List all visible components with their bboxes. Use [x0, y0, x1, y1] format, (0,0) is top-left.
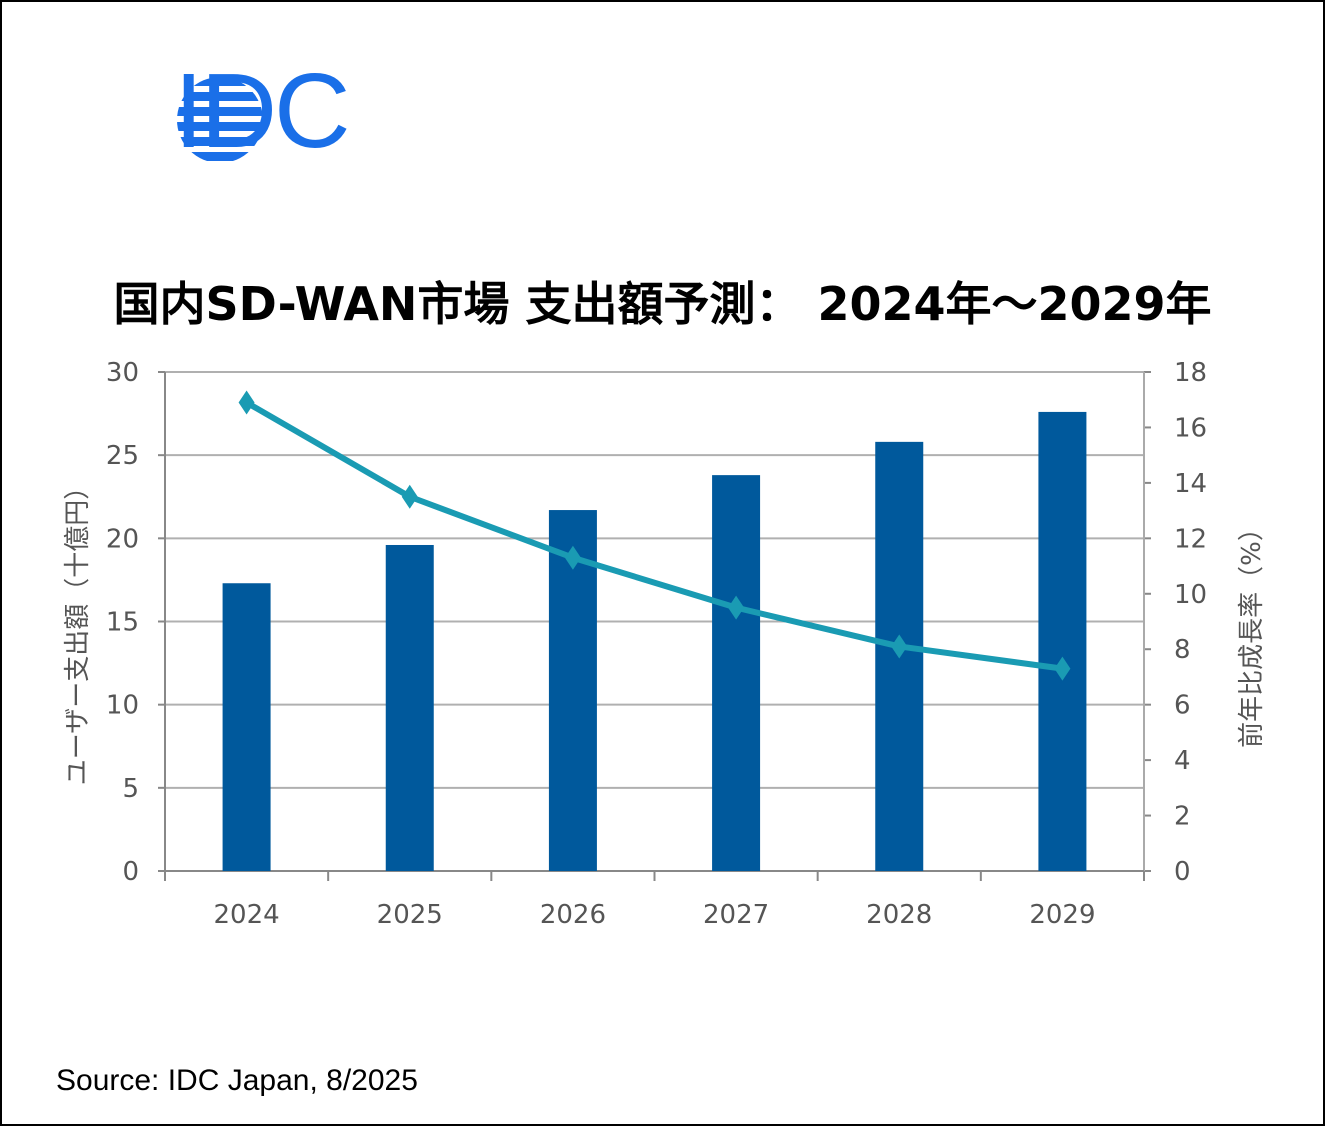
y2-tick-label: 18 [1174, 358, 1207, 388]
y2-tick-label: 4 [1174, 746, 1191, 776]
bar-2029 [1038, 411, 1087, 871]
y-tick-label: 30 [106, 358, 139, 388]
logo-text: IDC [174, 52, 351, 170]
bar-2025 [385, 544, 434, 871]
bar-2027 [712, 475, 761, 871]
chart-title: 国内SD-WAN市場 支出額予測： 2024年～2029年 [113, 277, 1212, 331]
growth-marker-2024 [238, 390, 255, 415]
y2-axis-label: 前年比成長率（%） [1237, 515, 1267, 748]
y-tick-label: 20 [106, 524, 139, 554]
growth-marker-2028 [891, 634, 908, 659]
growth-marker-2025 [401, 484, 418, 509]
source-note: Source: IDC Japan, 8/2025 [56, 1064, 418, 1097]
x-tick-label: 2029 [1029, 900, 1095, 930]
x-tick-label: 2028 [866, 900, 932, 930]
x-tick-label: 2024 [213, 900, 279, 930]
y2-tick-label: 6 [1174, 691, 1191, 721]
growth-marker-2026 [564, 545, 581, 570]
y2-tick-label: 8 [1174, 635, 1191, 665]
y-tick-label: 15 [106, 608, 139, 638]
bar-2024 [222, 583, 271, 871]
y-tick-label: 5 [122, 774, 139, 804]
idc-logo-icon [177, 77, 263, 161]
bar-2026 [548, 510, 597, 871]
y2-tick-label: 10 [1174, 580, 1207, 610]
y-tick-label: 25 [106, 441, 139, 471]
y2-tick-label: 12 [1174, 524, 1207, 554]
x-tick-label: 2027 [703, 900, 769, 930]
growth-marker-2027 [728, 595, 745, 620]
y2-tick-label: 16 [1174, 413, 1207, 443]
y2-tick-label: 0 [1174, 857, 1191, 887]
y-tick-label: 0 [122, 857, 139, 887]
y2-tick-label: 14 [1174, 469, 1207, 499]
growth-line [245, 399, 1063, 672]
x-tick-label: 2026 [540, 900, 606, 930]
x-tick-label: 2025 [377, 900, 443, 930]
y-axis-label: ユーザー支出額（十億円） [63, 474, 93, 785]
y-tick-label: 10 [106, 691, 139, 721]
growth-marker-2029 [1054, 656, 1071, 681]
y2-tick-label: 2 [1174, 802, 1191, 832]
